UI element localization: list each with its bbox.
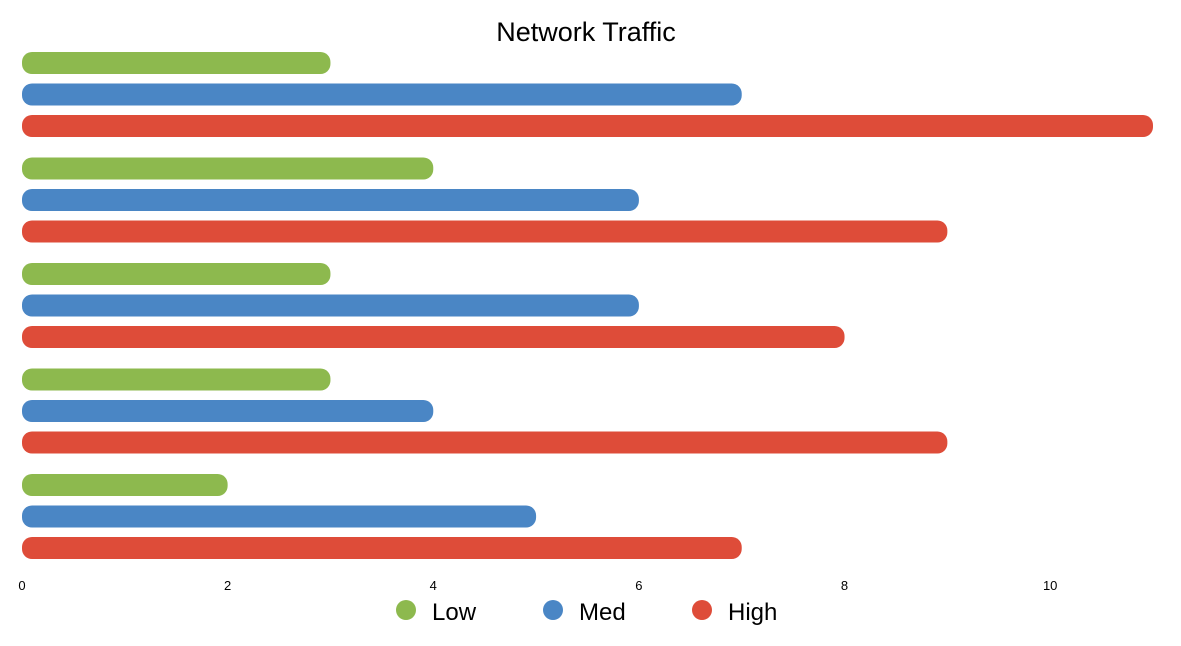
x-tick-label: 8 bbox=[841, 578, 848, 593]
bar-high-2 bbox=[22, 220, 948, 243]
bar-low-3 bbox=[22, 263, 331, 285]
bar-high-1 bbox=[22, 115, 1153, 137]
legend: Low Med High bbox=[396, 599, 777, 626]
bar-med-1 bbox=[22, 83, 742, 106]
x-tick-label: 2 bbox=[224, 578, 231, 593]
chart-title: Network Traffic bbox=[496, 17, 676, 47]
legend-swatch-high bbox=[692, 600, 712, 620]
bar-med-5 bbox=[22, 505, 537, 528]
bar-high-3 bbox=[22, 326, 845, 348]
x-axis-ticks: 0 2 4 6 8 10 bbox=[18, 578, 1057, 593]
x-tick-label: 4 bbox=[430, 578, 437, 593]
legend-label-med: Med bbox=[579, 599, 626, 626]
bar-low-4 bbox=[22, 368, 331, 391]
bar-med-2 bbox=[22, 189, 639, 211]
legend-label-high: High bbox=[728, 599, 777, 626]
legend-swatch-low bbox=[396, 600, 416, 620]
bar-low-2 bbox=[22, 157, 434, 180]
legend-swatch-med bbox=[543, 600, 563, 620]
bar-med-3 bbox=[22, 294, 639, 317]
bar-high-4 bbox=[22, 431, 948, 454]
bars-group bbox=[22, 52, 1153, 559]
bar-low-5 bbox=[22, 474, 228, 496]
x-tick-label: 6 bbox=[635, 578, 642, 593]
bar-med-4 bbox=[22, 400, 434, 422]
bar-high-5 bbox=[22, 537, 742, 559]
legend-label-low: Low bbox=[432, 599, 477, 626]
x-tick-label: 0 bbox=[18, 578, 25, 593]
bar-low-1 bbox=[22, 52, 331, 74]
x-tick-label: 10 bbox=[1043, 578, 1057, 593]
